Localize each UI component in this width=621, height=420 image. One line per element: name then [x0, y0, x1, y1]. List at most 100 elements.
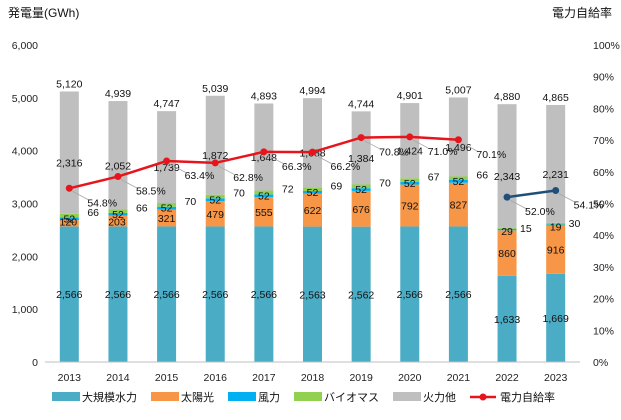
bar-segment	[400, 184, 420, 227]
total-label: 4,901	[397, 90, 423, 102]
data-label: 66	[87, 207, 99, 219]
bar-segment	[351, 184, 371, 189]
line-point	[114, 173, 122, 181]
legend-label: 太陽光	[181, 390, 214, 404]
y-axis-right: 0% 10% 20% 30% 40% 50% 60% 70% 80% 90% 100%	[593, 40, 620, 369]
leader-lines	[72, 139, 576, 210]
leader-line	[120, 179, 139, 189]
x-axis: 2013 2014 2015 2016 2017 2018 2019 2020 2021 2022…	[58, 372, 568, 384]
bar-segment	[205, 194, 225, 199]
line-label: 52.0%	[525, 206, 555, 218]
legend-label: バイオマス	[324, 391, 379, 404]
bar-segment	[497, 104, 517, 228]
line-label: 66.2%	[331, 161, 361, 173]
leader-line	[169, 163, 187, 174]
y-tick-right: 20%	[593, 294, 614, 306]
bar-segment	[351, 226, 371, 362]
legend-line-marker	[479, 393, 487, 401]
y-axis-left: 0 1,000 2,000 3,000 4,000 5,000 6,000	[12, 40, 38, 369]
bar-segment	[400, 226, 420, 362]
bar-segment	[497, 230, 517, 276]
data-label: 52	[404, 178, 416, 190]
bar-segment	[205, 95, 225, 195]
bar-segment	[546, 222, 566, 225]
data-label: 2,566	[445, 289, 471, 301]
data-label: 622	[304, 205, 322, 217]
line-point	[309, 148, 316, 156]
line-point	[211, 159, 219, 167]
line-point	[163, 157, 171, 165]
total-label: 5,120	[56, 78, 82, 90]
data-label: 52	[161, 203, 173, 215]
bar-segment	[546, 224, 566, 226]
y-tick-left: 1,000	[12, 304, 38, 316]
data-label: 2,563	[299, 289, 325, 301]
x-tick: 2015	[155, 372, 179, 384]
line-point	[406, 133, 414, 141]
data-label: 860	[498, 248, 516, 260]
total-label: 4,744	[348, 98, 374, 110]
line-point	[503, 193, 511, 201]
data-label: 120	[60, 216, 78, 228]
line-label: 70.8%	[379, 147, 409, 159]
leader-line	[266, 154, 285, 165]
bar-segment	[59, 213, 79, 218]
y-tick-right: 40%	[593, 230, 614, 242]
bar-segment	[303, 226, 322, 362]
bar-segment	[303, 98, 322, 188]
leader-line	[218, 165, 236, 176]
bar-segment	[497, 275, 517, 362]
line-label: 63.4%	[185, 170, 215, 182]
data-label: 1,633	[494, 314, 520, 326]
bar-segment	[351, 190, 371, 227]
bar-segment	[448, 182, 468, 227]
line-point	[260, 148, 268, 156]
y-tick-right: 70%	[593, 135, 614, 147]
legend-swatch	[52, 392, 80, 401]
data-label: 52	[307, 187, 319, 199]
data-label: 2,231	[543, 169, 569, 181]
bar-segment	[303, 193, 322, 227]
bar-segment	[108, 209, 128, 213]
line-label: 71.0%	[428, 146, 458, 158]
y-tick-right: 10%	[593, 325, 614, 337]
legend: 大規模水力 太陽光 風力 バイオマス 火力他 電力自給率	[52, 390, 555, 404]
bar-segment	[108, 215, 128, 227]
legend-label: 大規模水力	[82, 390, 137, 404]
data-label: 29	[501, 226, 513, 238]
y-tick-right: 60%	[593, 167, 614, 179]
data-label: 52	[63, 213, 75, 225]
total-label: 4,939	[105, 88, 131, 100]
y-tick-right: 80%	[593, 103, 614, 115]
bar-segment	[546, 273, 566, 362]
legend-label: 電力自給率	[500, 390, 555, 404]
data-label: 792	[401, 201, 419, 213]
bar-segment	[448, 179, 468, 183]
bar-segment	[157, 206, 177, 210]
data-label: 15	[520, 223, 532, 235]
bar-segment	[497, 228, 517, 231]
data-label: 69	[331, 180, 343, 192]
data-label: 1,384	[348, 153, 374, 165]
bar-segment	[400, 103, 420, 179]
x-tick: 2017	[252, 372, 276, 384]
y-tick-left: 3,000	[12, 199, 38, 211]
data-label: 72	[282, 184, 294, 196]
line-label: 54.8%	[87, 197, 117, 209]
data-label: 2,052	[105, 160, 131, 172]
data-label: 52	[355, 184, 367, 196]
bar-segment	[254, 103, 274, 191]
data-label: 2,566	[202, 289, 228, 301]
data-label: 916	[547, 245, 565, 257]
line-label: 54.1%	[574, 200, 604, 212]
bar-segment	[108, 212, 128, 216]
y-tick-right: 100%	[593, 40, 620, 52]
data-label: 19	[550, 221, 562, 233]
bar-segment	[497, 227, 517, 229]
bar-segment	[59, 220, 79, 227]
bar-segment	[351, 111, 371, 185]
bar-segment	[205, 198, 225, 202]
bar-segment	[448, 226, 468, 362]
line-label: 58.5%	[136, 186, 166, 198]
